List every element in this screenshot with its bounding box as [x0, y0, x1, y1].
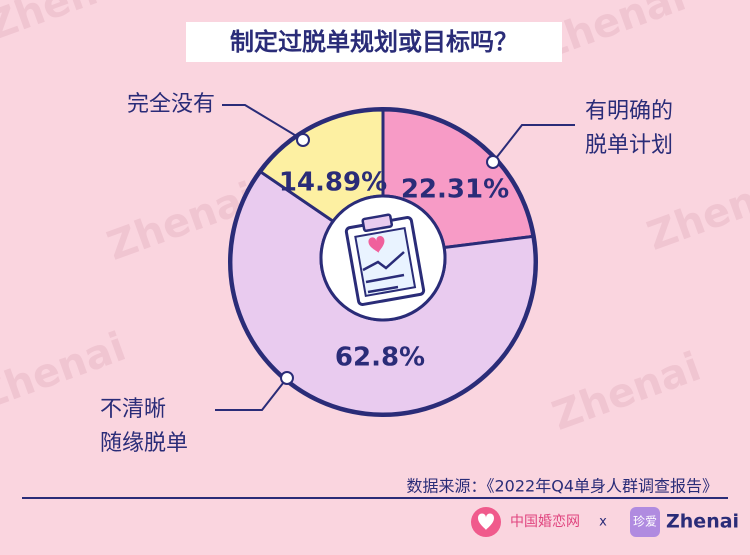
title-highlight — [186, 22, 562, 62]
leader-dot — [486, 155, 500, 169]
separator: x — [599, 515, 607, 530]
brand1-logo-heart — [478, 513, 494, 530]
value-label: 62.8% — [335, 343, 425, 373]
chart-title: 制定过脱单规划或目标吗？ — [230, 28, 518, 56]
category-label: 随缘脱单 — [100, 431, 188, 456]
footer: 中国婚恋网 x 珍爱 Zhenai — [471, 507, 739, 537]
leader-dot — [280, 371, 294, 385]
center-icon — [319, 194, 447, 322]
value-label: 14.89% — [279, 168, 387, 198]
brand2-icon: 珍爱 — [633, 515, 657, 529]
value-label: 22.31% — [401, 175, 509, 205]
brand1: 中国婚恋网 — [510, 513, 580, 530]
brand2-logo — [630, 507, 660, 537]
leader-line — [492, 124, 575, 163]
leader-dot — [296, 133, 310, 147]
category-label: 脱单计划 — [585, 133, 673, 158]
leader-line — [222, 104, 304, 141]
leader-line — [215, 377, 288, 411]
category-label: 有明确的 — [585, 99, 673, 124]
brand2: Zhenai — [666, 511, 739, 533]
source: 数据来源：《2022年Q4单身人群调查报告》 — [407, 477, 719, 496]
category-label: 完全没有 — [127, 92, 215, 117]
category-label: 不清晰 — [100, 397, 166, 422]
